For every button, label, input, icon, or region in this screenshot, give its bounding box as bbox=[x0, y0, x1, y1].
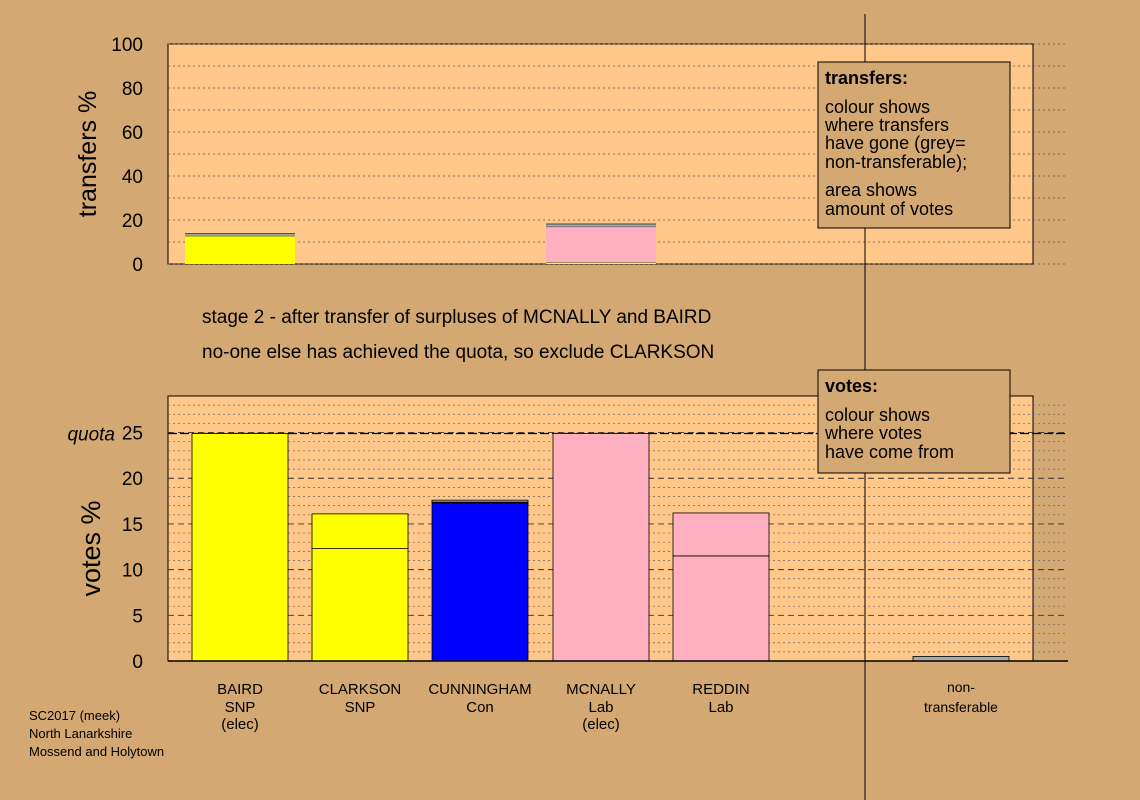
votes-legend-box-line: have come from bbox=[825, 442, 954, 462]
vote-bar-segment bbox=[311, 513, 409, 550]
quota-label: quota bbox=[67, 424, 115, 445]
transfer-bar-segment bbox=[546, 226, 656, 263]
transfers-legend-box-line: amount of votes bbox=[825, 199, 953, 219]
candidate-name-label: BAIRD bbox=[217, 681, 263, 698]
transfer-bar-segment bbox=[185, 235, 295, 264]
candidate-party-label: Lab bbox=[588, 699, 613, 716]
votes-tick-label: 25 bbox=[122, 424, 143, 445]
vote-bar-segment bbox=[431, 499, 529, 503]
transfer-bar-segment bbox=[546, 223, 656, 227]
candidate-name-label: CLARKSON bbox=[319, 681, 402, 698]
votes-legend-box-line: where votes bbox=[824, 423, 922, 443]
nontransferable-label: transferable bbox=[924, 699, 998, 715]
votes-tick-label: 20 bbox=[122, 469, 143, 490]
candidate-party-label: SNP bbox=[345, 699, 376, 716]
footer-line: Mossend and Holytown bbox=[29, 744, 164, 759]
candidate-party-label: SNP bbox=[225, 699, 256, 716]
transfers-tick-label: 60 bbox=[122, 123, 143, 144]
candidate-name-label: MCNALLY bbox=[566, 681, 636, 698]
nontransferable-label: non- bbox=[947, 679, 975, 695]
votes-axis-label: votes % bbox=[76, 500, 106, 596]
candidate-party-label: Lab bbox=[708, 699, 733, 716]
candidate-name-label: CUNNINGHAM bbox=[428, 681, 531, 698]
candidate-party-label: Con bbox=[466, 699, 494, 716]
transfers-legend-box-title: transfers: bbox=[825, 68, 908, 88]
votes-tick-label: 15 bbox=[122, 515, 143, 536]
transfers-tick-label: 0 bbox=[132, 255, 143, 276]
vote-bar-segment bbox=[431, 502, 529, 662]
vote-bar-segment bbox=[191, 433, 289, 662]
transfers-axis-label: transfers % bbox=[74, 91, 102, 217]
transfers-legend-box-line: area shows bbox=[825, 180, 917, 200]
votes-legend-box-frame bbox=[817, 369, 1011, 474]
votes-legend-box-line: colour shows bbox=[825, 405, 930, 425]
vote-bar-segment bbox=[311, 548, 409, 662]
transfers-legend-box-line: where transfers bbox=[824, 115, 949, 135]
transfers-legend-box-line: non-transferable); bbox=[825, 152, 967, 172]
transfers-tick-label: 20 bbox=[122, 211, 143, 232]
transfers-legend-box-line: have gone (grey= bbox=[825, 133, 966, 153]
stage-text-line: stage 2 - after transfer of surpluses of… bbox=[202, 307, 711, 328]
votes-tick-label: 5 bbox=[132, 606, 143, 627]
transfer-bar-segment bbox=[546, 262, 656, 264]
votes-tick-label: 0 bbox=[132, 652, 143, 673]
transfers-tick-label: 40 bbox=[122, 167, 143, 188]
transfers-tick-label: 80 bbox=[122, 79, 143, 100]
vote-bar-segment bbox=[552, 433, 650, 662]
vote-bar-segment bbox=[672, 555, 770, 662]
candidate-elected-label: (elec) bbox=[221, 716, 259, 733]
transfers-legend-box-frame bbox=[817, 61, 1011, 229]
votes-legend-box-title: votes: bbox=[825, 376, 878, 396]
vote-bar-segment bbox=[672, 512, 770, 557]
candidate-name-label: REDDIN bbox=[692, 681, 750, 698]
transfers-tick-label: 100 bbox=[111, 35, 143, 56]
stage-text-line: no-one else has achieved the quota, so e… bbox=[202, 342, 714, 363]
candidate-elected-label: (elec) bbox=[582, 716, 620, 733]
footer-line: SC2017 (meek) bbox=[29, 708, 120, 723]
footer-line: North Lanarkshire bbox=[29, 726, 132, 741]
votes-tick-label: 10 bbox=[122, 561, 143, 582]
transfers-legend-box-line: colour shows bbox=[825, 97, 930, 117]
transfer-bar-segment bbox=[185, 233, 295, 236]
